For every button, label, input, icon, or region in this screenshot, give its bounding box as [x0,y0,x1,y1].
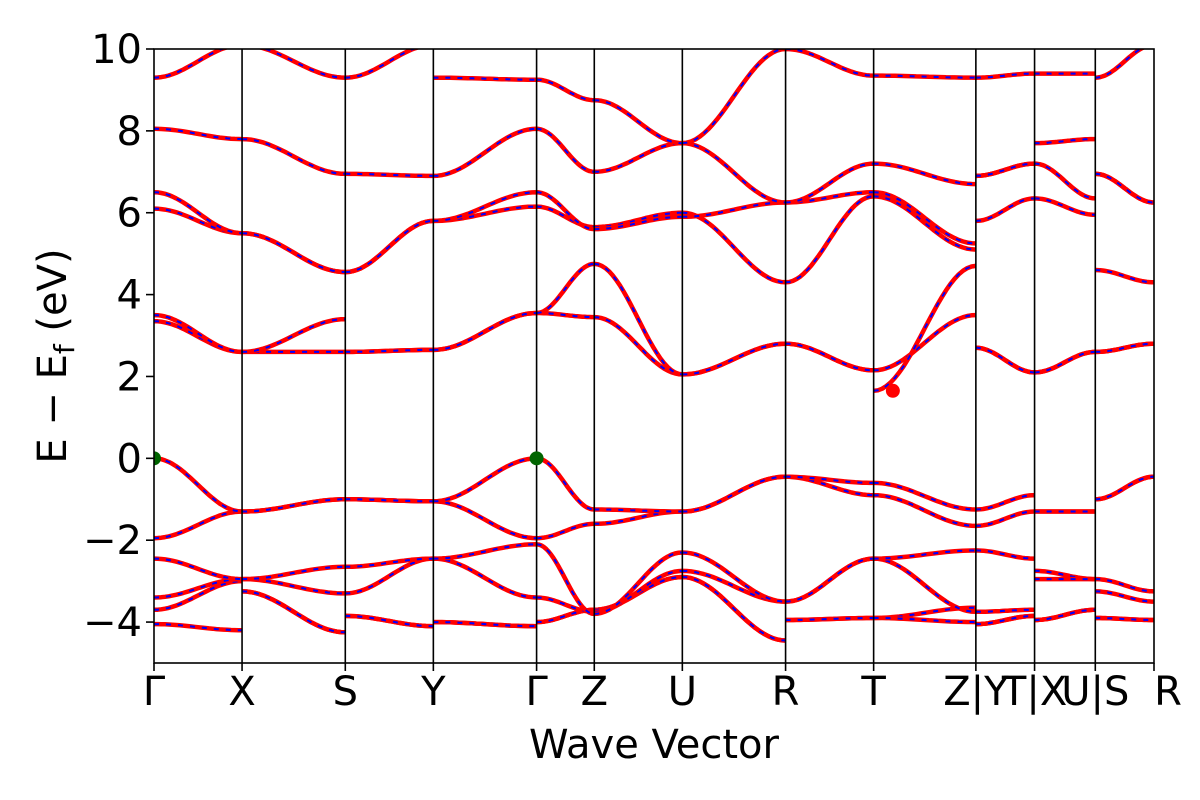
y-axis-title-unit: (eV) [30,248,76,344]
y-tick-label-7: 10 [91,27,142,73]
band-7-series2-line [154,262,1154,392]
y-axis-title-main: E − E [30,354,76,464]
y-tick-label-2: 0 [117,436,142,482]
y-tick-label-6: 8 [117,109,142,155]
band-11-series2-line [154,49,1143,145]
x-tick-label-12: R [1154,669,1182,715]
y-axis-title-subscript: f [48,343,81,354]
y-axis: −4 −2 0 2 4 6 8 10 [83,27,154,646]
vbm-marker-0 [154,451,161,466]
x-tick-label-6: U [668,669,697,715]
x-tick-label-0: Γ [143,669,166,715]
x-tick-label-11: U|S [1061,669,1129,715]
band-1-series2-line [154,576,1154,642]
x-tick-label-4: Γ [525,669,548,715]
y-tick-label-4: 4 [117,273,142,319]
y-axis-title: E − Ef (eV) [30,248,81,463]
x-tick-label-7: R [772,669,800,715]
x-tick-label-1: X [228,669,255,715]
kpoint-lines-layer [241,49,1097,663]
plot-frame [153,48,1155,664]
vbm-marker-1 [529,451,544,466]
cbm-marker-2 [885,383,900,398]
band-10-series2-line [154,127,1154,204]
y-tick-label-0: −4 [83,600,142,646]
band-6-series2-line [154,312,1154,376]
x-tick-label-10: T|X [1001,669,1067,715]
x-axis: Γ X S Y Γ Z U R T Z|YT|XU|S R [143,663,1182,715]
x-axis-title: Wave Vector [529,722,780,768]
x-tick-label-5: Z [581,669,608,715]
bands-layer [154,49,1154,643]
band-2-series2-line [154,557,1154,613]
band-5-series2-line [154,457,1154,513]
x-tick-label-3: Y [420,669,446,715]
band-3-series2-line [154,543,1154,615]
extrema-markers-layer [154,383,900,466]
band-9-series2-line [154,162,1154,274]
x-tick-label-2: S [333,669,358,715]
y-tick-label-5: 6 [117,191,142,237]
y-tick-label-1: −2 [83,518,142,564]
y-tick-label-3: 2 [117,354,142,400]
x-tick-label-8: T [860,669,886,715]
x-tick-label-9: Z|Y [943,669,1009,715]
